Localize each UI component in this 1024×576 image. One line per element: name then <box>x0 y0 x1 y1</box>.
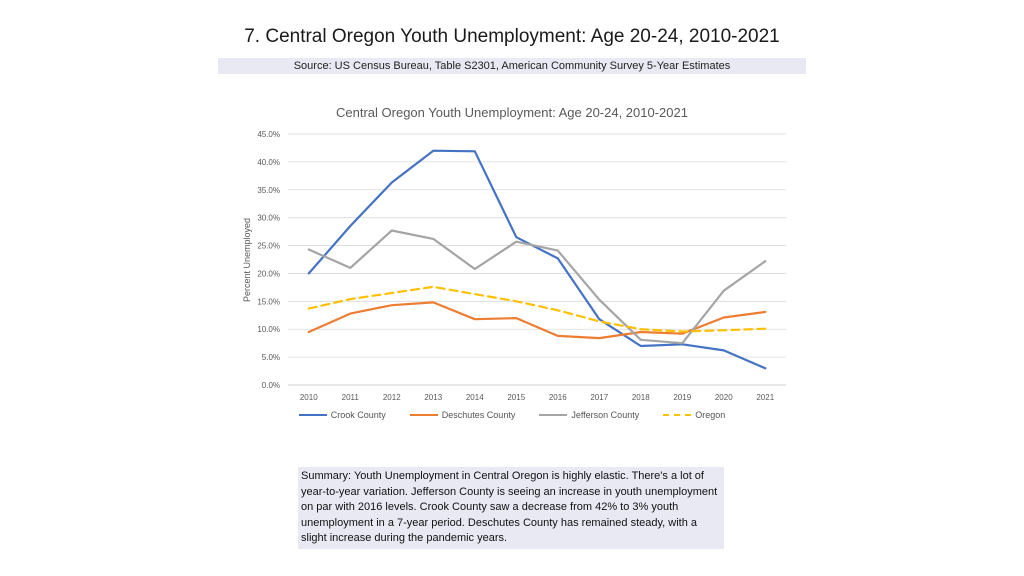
y-tick-label: 5.0% <box>262 353 280 362</box>
legend-entry: Jefferson County <box>539 410 639 420</box>
series-line-crook-county <box>307 149 767 370</box>
legend: Crook County Deschutes County Jefferson Co… <box>0 410 1024 420</box>
gridlines <box>288 133 786 386</box>
x-tick-label: 2017 <box>590 393 608 402</box>
x-tick-label: 2021 <box>756 393 774 402</box>
summary-text: Summary: Youth Unemployment in Central O… <box>298 467 724 549</box>
legend-label: Oregon <box>695 410 726 420</box>
legend-label: Deschutes County <box>441 410 516 420</box>
x-tick-label: 2015 <box>507 393 525 402</box>
y-tick-label: 30.0% <box>257 214 280 223</box>
legend-entry: Oregon <box>663 410 725 420</box>
y-tick-label: 0.0% <box>262 381 280 390</box>
x-tick-label: 2019 <box>673 393 691 402</box>
series-lines <box>307 149 767 370</box>
x-tick-label: 2014 <box>466 393 484 402</box>
y-tick-label: 35.0% <box>257 186 280 195</box>
y-tick-label: 20.0% <box>257 269 280 278</box>
y-tick-label: 40.0% <box>257 158 280 167</box>
y-tick-labels: 0.0% 5.0% 10.0% 15.0% 20.0% 25.0% 30.0% 35.0% 40… <box>257 130 280 390</box>
chart-title: Central Oregon Youth Unemployment: Age 2… <box>336 105 688 120</box>
x-tick-labels: 2010 2011 2012 2013 2014 2015 2016 2017 2018 2019… <box>300 393 775 402</box>
slide-title: 7. Central Oregon Youth Unemployment: Ag… <box>244 26 780 47</box>
y-tick-label: 10.0% <box>257 325 280 334</box>
series-line-jefferson-county <box>307 229 767 345</box>
source-note: Source: US Census Bureau, Table S2301, A… <box>218 58 806 74</box>
series-line-deschutes-county <box>307 301 767 340</box>
legend-swatch <box>298 414 327 416</box>
legend-swatch <box>663 414 692 416</box>
y-tick-label: 15.0% <box>257 297 280 306</box>
y-tick-label: 25.0% <box>257 242 280 251</box>
y-axis-label: Percent Unemployed <box>242 218 252 302</box>
x-tick-label: 2016 <box>549 393 567 402</box>
x-tick-label: 2010 <box>300 393 318 402</box>
x-tick-label: 2011 <box>342 393 360 402</box>
legend-label: Crook County <box>330 410 386 420</box>
x-tick-label: 2013 <box>424 393 442 402</box>
legend-swatch <box>539 414 568 416</box>
legend-entry: Crook County <box>298 410 386 420</box>
legend-label: Jefferson County <box>571 410 640 420</box>
legend-entry: Deschutes County <box>409 410 516 420</box>
series-line-oregon <box>307 285 767 333</box>
y-tick-label: 45.0% <box>257 130 280 139</box>
x-tick-label: 2020 <box>715 393 733 402</box>
x-tick-label: 2012 <box>383 393 401 402</box>
legend-swatch <box>409 414 438 416</box>
x-tick-label: 2018 <box>632 393 650 402</box>
